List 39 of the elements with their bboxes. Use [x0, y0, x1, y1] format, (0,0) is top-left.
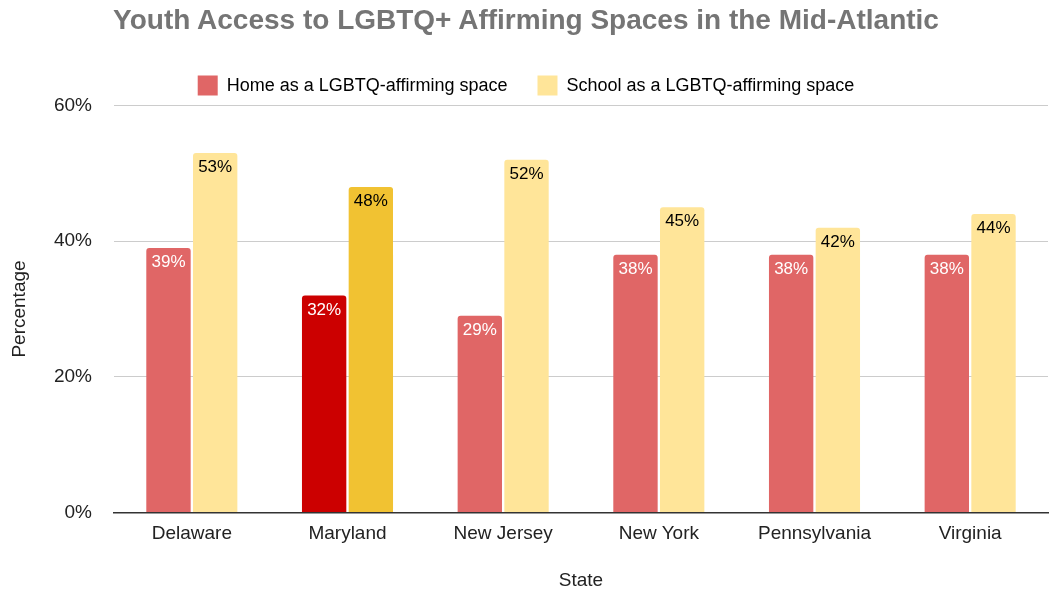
bar — [660, 207, 705, 512]
x-tick-label: New York — [618, 522, 700, 544]
bar — [613, 254, 658, 512]
data-label: 45% — [665, 211, 700, 231]
y-tick-label: 60% — [53, 93, 93, 115]
bar — [193, 153, 238, 512]
y-tick-label: 40% — [53, 229, 93, 251]
legend-label: Home as a LGBTQ-affirming space — [226, 74, 508, 95]
bar — [971, 214, 1016, 512]
x-tick-label: Delaware — [151, 522, 232, 544]
data-label: 38% — [618, 258, 653, 278]
chart-title: Youth Access to LGBTQ+ Affirming Spaces in the Mid-Atlantic — [113, 3, 939, 35]
y-tick-label: 20% — [53, 365, 93, 387]
data-label: 32% — [307, 299, 342, 319]
y-tick-label: 0% — [64, 500, 93, 522]
data-label: 48% — [353, 191, 388, 211]
bar — [924, 254, 969, 512]
x-axis-title: State — [558, 568, 604, 590]
bar — [348, 186, 394, 512]
data-label: 44% — [976, 218, 1011, 238]
data-label: 38% — [774, 258, 809, 278]
bar — [768, 254, 814, 512]
bar — [815, 227, 861, 512]
legend-label: School as a LGBTQ-affirming space — [566, 74, 855, 95]
bar — [504, 159, 549, 512]
bar — [301, 295, 347, 512]
y-axis-title: Percentage — [7, 260, 29, 358]
data-label: 38% — [929, 258, 964, 278]
data-label: 53% — [198, 157, 233, 177]
data-label: 29% — [462, 319, 497, 339]
x-tick-label: Virginia — [938, 522, 1003, 544]
data-label: 52% — [509, 164, 544, 184]
x-tick-label: New Jersey — [453, 522, 554, 544]
bar — [457, 315, 502, 512]
data-label: 39% — [151, 252, 186, 272]
x-tick-label: Pennsylvania — [757, 522, 872, 544]
data-label: 42% — [820, 231, 855, 251]
x-tick-label: Maryland — [308, 522, 387, 544]
bar — [146, 247, 191, 512]
